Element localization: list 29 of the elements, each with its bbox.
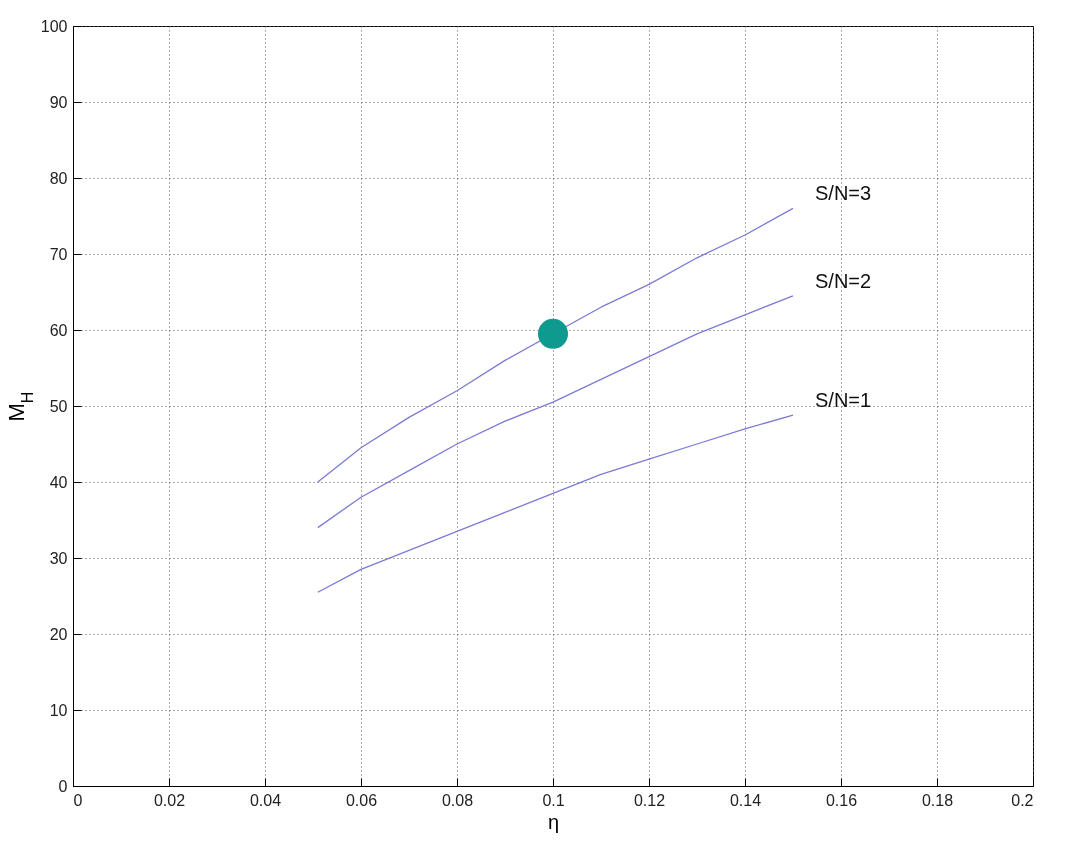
- line-series: [317, 295, 794, 529]
- y-tick-label: 90: [49, 93, 68, 111]
- x-tick-label: 0.16: [825, 791, 858, 809]
- y-tick-label: 40: [49, 473, 68, 491]
- x-tick-label: 0.06: [345, 791, 378, 809]
- y-tick-label: 30: [49, 549, 68, 567]
- line-series: [317, 414, 794, 593]
- x-tick-label: 0.18: [921, 791, 954, 809]
- y-tick-label: 80: [49, 169, 68, 187]
- x-tick-label: 0: [73, 791, 83, 809]
- y-tick-label: 100: [40, 17, 68, 35]
- x-tick-label: 0.2: [1011, 791, 1034, 809]
- x-axis-title: η: [547, 810, 560, 833]
- x-tick-label: 0.14: [729, 791, 762, 809]
- x-tick-label: 0.04: [249, 791, 282, 809]
- series-label: S/N=2: [815, 269, 872, 292]
- y-tick-label: 70: [49, 245, 68, 263]
- x-tick-label: 0.1: [542, 791, 565, 809]
- y-tick-label: 10: [49, 701, 68, 719]
- x-tick-label: 0.02: [153, 791, 186, 809]
- y-tick-label: 50: [49, 397, 68, 415]
- x-tick-label: 0.08: [441, 791, 474, 809]
- line-series: [317, 207, 794, 483]
- y-tick-label: 60: [49, 321, 68, 339]
- series-label: S/N=1: [815, 389, 872, 412]
- x-tick-label: 0.12: [633, 791, 666, 809]
- series-label: S/N=3: [815, 182, 872, 205]
- y-tick-label: 0: [58, 777, 68, 795]
- y-tick-label: 20: [49, 625, 68, 643]
